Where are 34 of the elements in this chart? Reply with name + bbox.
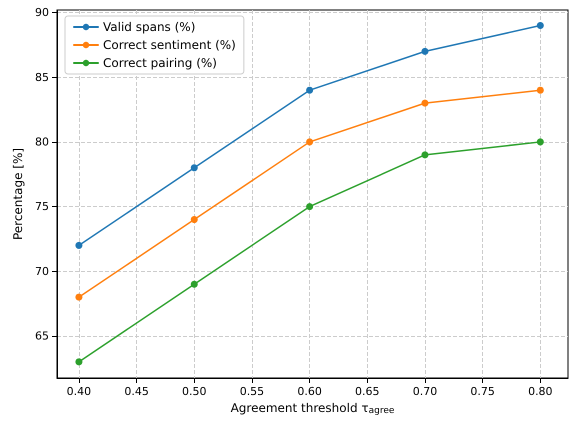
point	[75, 294, 82, 301]
x-tick-label: 0.70	[412, 385, 438, 398]
point	[421, 151, 428, 158]
point	[190, 280, 198, 288]
y-tick-label: 80	[35, 135, 49, 148]
point	[306, 138, 314, 146]
point	[421, 48, 428, 55]
point	[536, 22, 544, 30]
x-tick-label: 0.50	[182, 385, 207, 398]
point	[536, 86, 544, 94]
point	[75, 358, 82, 366]
point	[421, 100, 428, 107]
x-tick-label: 0.55	[240, 385, 264, 398]
x-tick-label: 0.65	[355, 385, 380, 398]
y-tick-label: 90	[35, 6, 49, 20]
y-axis-title: Percentage [%]	[11, 148, 26, 240]
x-tick-label: 0.75	[470, 385, 495, 398]
legend-label: Correct sentiment (%)	[103, 38, 236, 52]
y-tick-label: 85	[35, 70, 49, 84]
point	[190, 216, 198, 224]
y-tick-label: 65	[35, 329, 49, 342]
x-tick-label: 0.40	[66, 385, 92, 398]
x-tick-label: 0.45	[124, 385, 149, 398]
x-tick-label: 0.80	[528, 385, 553, 398]
legend-label: Valid spans (%)	[103, 20, 196, 34]
point	[75, 242, 82, 249]
point	[306, 203, 314, 210]
point	[190, 164, 198, 172]
legend-label: Correct pairing (%)	[103, 56, 217, 70]
y-tick-label: 75	[35, 200, 49, 214]
point	[536, 138, 544, 146]
y-tick-label: 70	[35, 264, 49, 278]
point	[306, 86, 314, 94]
x-tick-label: 0.60	[297, 385, 322, 398]
